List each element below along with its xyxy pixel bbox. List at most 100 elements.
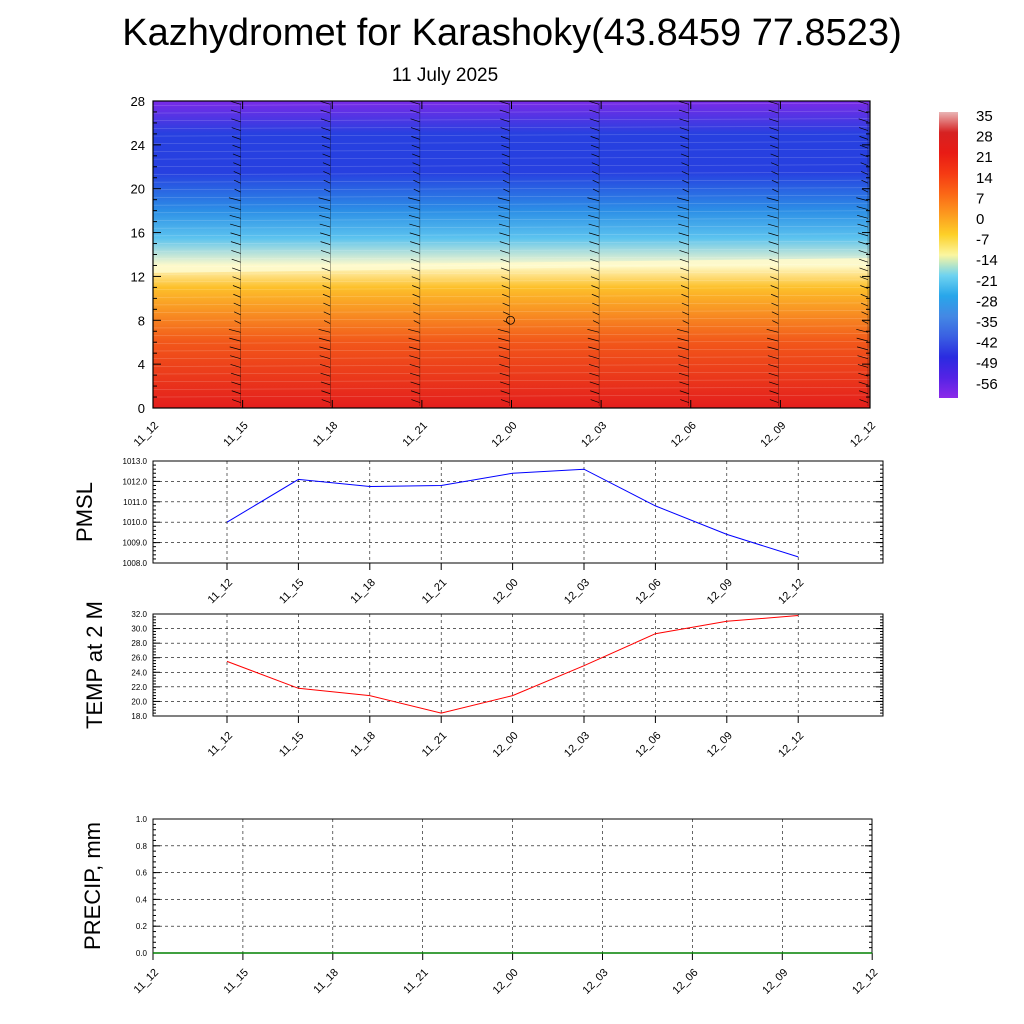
wind-barb — [771, 171, 779, 175]
wind-barb — [588, 232, 600, 237]
wind-barb — [498, 346, 510, 351]
wind-barb — [682, 320, 689, 324]
colorbar-label: -28 — [976, 293, 998, 310]
wind-barb — [768, 101, 779, 105]
wind-barb — [412, 162, 421, 167]
wind-barb — [320, 364, 331, 368]
wind-barb — [321, 258, 331, 263]
wind-barb — [231, 127, 241, 131]
wind-barb — [228, 329, 241, 333]
y-tick-label: 16 — [131, 226, 145, 241]
wind-barb — [770, 276, 779, 281]
contour-line — [153, 110, 870, 114]
wind-barb — [772, 320, 779, 324]
wind-barb — [587, 197, 600, 202]
wind-barb — [413, 320, 421, 324]
wind-barb — [502, 293, 510, 298]
wind-barb — [500, 250, 510, 254]
wind-barb — [857, 364, 869, 368]
wind-barb — [323, 311, 331, 316]
x-tick-label: 12_00 — [491, 577, 521, 607]
wind-barb — [412, 153, 421, 158]
y-tick-label: 0.6 — [136, 869, 148, 878]
wind-barb — [858, 127, 869, 131]
wind-barb — [413, 311, 421, 316]
wind-barb — [681, 162, 689, 167]
colorbar-label: -56 — [976, 376, 998, 393]
wind-barb — [676, 197, 689, 202]
wind-barb — [229, 346, 241, 351]
wind-barb — [680, 285, 689, 289]
wind-barb — [499, 372, 510, 377]
wind-barb — [498, 214, 510, 219]
panel-frame — [152, 460, 884, 564]
colorbar: 35 28 21 14 7 0 -7 -14 -21 -28 -35 -42 -49 -56 — [939, 108, 998, 398]
wind-barb — [502, 162, 510, 167]
wind-barb — [498, 355, 510, 359]
wind-barb — [413, 188, 421, 193]
wind-barb — [861, 188, 869, 193]
wind-barb — [320, 241, 331, 245]
wind-barb — [678, 232, 689, 237]
wind-barb — [500, 127, 510, 131]
wind-barb — [770, 144, 779, 149]
contour-line — [153, 325, 870, 329]
x-tick-label: 12_06 — [633, 730, 663, 760]
series-line — [226, 468, 799, 558]
colorbar-label: 35 — [976, 108, 993, 125]
wind-barb — [501, 153, 510, 158]
wind-barb — [770, 162, 779, 167]
wind-barb — [233, 302, 241, 307]
wind-barb — [677, 346, 689, 351]
wind-barb — [409, 232, 420, 237]
wind-barb — [678, 364, 689, 368]
wind-barb — [587, 337, 600, 342]
contour-line — [153, 225, 870, 229]
cross-section-overlays — [153, 101, 870, 406]
wind-barb — [318, 206, 331, 210]
y-axis-title: PMSL — [72, 482, 97, 542]
y-tick-label: 0.8 — [136, 842, 148, 851]
colorbar-label: 21 — [976, 149, 993, 166]
cross-section-field — [153, 101, 870, 408]
x-tick-label: 12_03 — [562, 577, 592, 607]
wind-barb — [502, 302, 510, 307]
wind-barb — [770, 285, 779, 289]
wind-barb — [766, 206, 779, 210]
contour-line — [153, 287, 870, 290]
contour-line — [153, 141, 870, 144]
wind-barb — [233, 293, 241, 298]
wind-barb — [678, 372, 689, 377]
wind-barb — [592, 302, 600, 307]
wind-barb — [859, 267, 869, 272]
y-tick-label: 0.4 — [136, 895, 148, 904]
wind-barb — [680, 136, 689, 140]
contour-line — [153, 302, 870, 306]
contour-line — [153, 310, 870, 313]
contour-line — [153, 295, 870, 298]
x-tick-label: 12_03 — [579, 420, 609, 450]
wind-barb — [678, 355, 689, 359]
wind-barb — [857, 101, 869, 105]
wind-barb — [233, 179, 241, 184]
wind-barb — [230, 364, 241, 368]
y-tick-label: 18.0 — [131, 712, 147, 721]
wind-barb — [232, 144, 241, 149]
wind-barb — [856, 337, 869, 342]
wind-barb — [318, 197, 331, 202]
wind-barb — [232, 136, 241, 140]
wind-barb — [590, 390, 600, 395]
wind-barb — [859, 136, 869, 140]
wind-barb — [228, 197, 241, 202]
wind-barb — [411, 276, 420, 281]
series-line — [226, 615, 799, 714]
wind-barb — [769, 390, 779, 395]
contour-line — [153, 356, 870, 359]
wind-barb — [410, 127, 420, 131]
wind-barb — [590, 127, 600, 131]
x-tick-label: 12_09 — [760, 967, 790, 997]
x-tick-label: 11_21 — [401, 967, 431, 997]
wind-barb — [318, 337, 331, 342]
wind-barb — [321, 127, 331, 131]
wind-barb — [591, 153, 600, 158]
